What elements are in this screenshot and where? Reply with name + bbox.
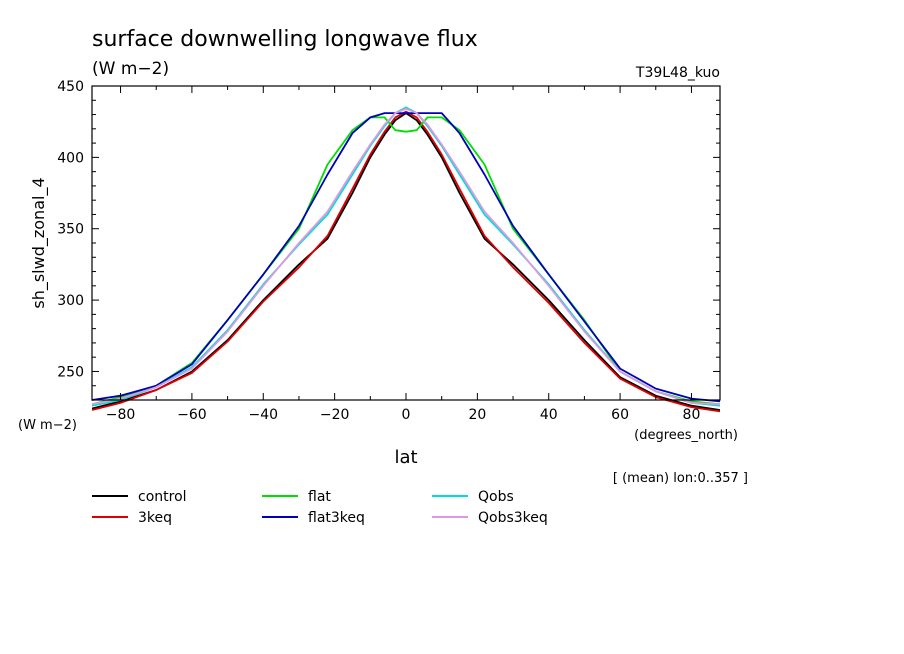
- axis-ticks: −80 −60 −40 −20 0 20 40 60 80 250 300 350 400 450: [57, 79, 720, 423]
- y-axis-label: sh_slwd_zonal_4: [29, 177, 49, 308]
- x-tick-label: −80: [106, 407, 136, 423]
- y-axis-units: (W m−2): [18, 418, 77, 433]
- footnote: [ (mean) lon:0..357 ]: [613, 471, 748, 486]
- legend-item-flat3keq: flat3keq: [262, 510, 365, 526]
- x-tick-label: 40: [540, 407, 558, 423]
- plot-frame: [91, 85, 721, 401]
- legend-label: flat3keq: [308, 510, 365, 526]
- series-line-flat3keq: [92, 112, 720, 403]
- x-tick-label: −60: [177, 407, 207, 423]
- y-tick-label: 350: [57, 222, 84, 238]
- run-label: T39L48_kuo: [635, 65, 720, 81]
- legend-item-Qobs: Qobs: [432, 489, 514, 505]
- x-tick-label: 20: [468, 407, 486, 423]
- legend-item-3keq: 3keq: [92, 510, 172, 526]
- legend: control 3keq flat flat3keq Qobs Qobs3keq: [92, 489, 548, 526]
- x-tick-label: 80: [683, 407, 701, 423]
- y-tick-label: 300: [57, 293, 84, 309]
- chart-subtitle: (W m−2): [92, 59, 169, 79]
- series-line-Qobs3keq: [92, 107, 720, 406]
- y-tick-label: 450: [57, 79, 84, 95]
- legend-item-flat: flat: [262, 489, 331, 505]
- y-tick-label: 250: [57, 364, 84, 380]
- legend-label: flat: [308, 489, 331, 505]
- legend-label: Qobs: [478, 489, 514, 505]
- x-axis-label: lat: [394, 447, 417, 468]
- legend-label: Qobs3keq: [478, 510, 548, 526]
- chart-title: surface downwelling longwave flux: [92, 27, 478, 52]
- legend-item-Qobs3keq: Qobs3keq: [432, 510, 548, 526]
- legend-item-control: control: [92, 489, 187, 505]
- series-line-Qobs: [92, 106, 720, 407]
- x-tick-label: 60: [611, 407, 629, 423]
- series-line-3keq: [92, 110, 720, 413]
- x-tick-label: 0: [402, 407, 411, 423]
- x-tick-label: −20: [320, 407, 350, 423]
- legend-label: 3keq: [138, 510, 172, 526]
- series-line-control: [92, 112, 720, 411]
- series-line-flat: [92, 116, 720, 406]
- legend-label: control: [138, 489, 187, 505]
- series-group: [92, 106, 720, 413]
- y-tick-label: 400: [57, 150, 84, 166]
- x-tick-label: −40: [248, 407, 278, 423]
- x-axis-units: (degrees_north): [634, 428, 738, 443]
